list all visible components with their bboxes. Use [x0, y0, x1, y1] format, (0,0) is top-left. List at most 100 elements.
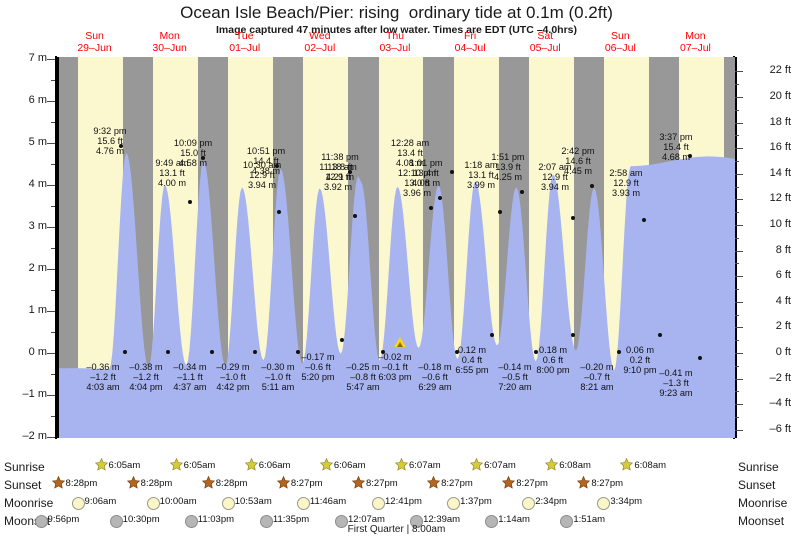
high-tide-label-8: 12:28 am 13.4 ft 4.08 m [384, 138, 436, 169]
right-axis-label-2: 18 ft [769, 115, 791, 128]
right-tick-minor-2 [735, 135, 739, 136]
high-tide-label-9: 1:01 pm 13.4 ft 4.08 m [400, 158, 452, 189]
sunrise-star-5 [469, 457, 484, 471]
right-tick-minor-3 [735, 161, 739, 162]
sunset-time-6: 8:27pm [516, 478, 548, 489]
right-tick-major-11 [735, 353, 743, 354]
high-tide-dot-8 [450, 170, 454, 174]
moonset-time-6: 1:14am [498, 514, 530, 525]
tide-label-line: –0.1 ft [382, 362, 408, 373]
tide-label-line: 3:37 pm [659, 132, 693, 142]
tide-label-line: 13.4 ft [413, 168, 439, 179]
moonrise-disc-3 [296, 497, 310, 510]
day-date: 05–Jul [529, 42, 561, 54]
right-tick-minor-6 [735, 238, 739, 239]
sunrise-time-0: 6:05am [108, 460, 141, 471]
tide-label-line: 8:00 pm [536, 365, 570, 376]
day-weekday: Thu [385, 30, 405, 42]
high-tide-dot-5 [353, 214, 357, 218]
tide-label-line: 4.45 m [563, 166, 593, 177]
left-tick-minor-6 [51, 332, 55, 333]
tide-label-line: 9:10 pm [623, 365, 657, 376]
day-header-1: Mon 30–Jun [128, 30, 212, 54]
tide-label-line: 1:01 pm [409, 158, 443, 168]
tide-label-line: –0.8 ft [350, 372, 376, 383]
left-tick-major-9 [47, 437, 55, 438]
sunset-star-2 [201, 475, 215, 489]
low-tide-label-12: –0.20 m –0.7 ft 8:21 am [571, 362, 623, 393]
day-date: 04–Jul [454, 42, 486, 54]
day-weekday: Mon [685, 30, 706, 42]
tide-label-line: 11:38 pm [321, 152, 359, 162]
high-tide-dot-4 [275, 164, 279, 168]
sunset-time-1: 8:28pm [140, 478, 173, 489]
left-axis-label-5: 2 m [28, 262, 47, 274]
right-axis-label-10: 2 ft [775, 320, 791, 333]
left-tick-major-6 [47, 311, 55, 312]
tide-curve [59, 153, 735, 438]
right-axis-label-9: 4 ft [775, 294, 791, 307]
sunrise-star-4 [394, 457, 409, 471]
day-date: 02–Jul [304, 42, 336, 54]
day-header-7: Sun 06–Jul [578, 30, 662, 54]
moonset-disc-6 [485, 515, 499, 528]
high-tide-label-14: 2:58 am 12.9 ft 3.93 m [600, 168, 652, 199]
tide-label-line: 6:55 pm [455, 365, 489, 376]
moonrise-disc-0 [71, 497, 85, 510]
right-tick-major-5 [735, 199, 743, 200]
tide-label-line: 10:09 pm [173, 138, 213, 148]
high-tide-label-12: 2:07 am 12.9 ft 3.94 m [529, 162, 581, 193]
right-axis-label-6: 10 ft [769, 217, 791, 230]
moonset-disc-4 [335, 515, 348, 528]
low-tide-dot-12 [617, 350, 621, 354]
moonrise-time-5: 1:37pm [460, 496, 492, 507]
moonrise-time-7: 3:34pm [610, 496, 643, 507]
high-tide-dot-11 [520, 190, 524, 194]
tide-label-line: 0.18 m [538, 345, 568, 355]
tide-label-line: 0.6 ft [542, 355, 564, 366]
left-axis-line [55, 56, 57, 439]
tide-label-line: –1.3 ft [663, 378, 689, 389]
tide-label-line: –0.02 m [378, 352, 412, 362]
tide-label-line: 4.68 m [661, 152, 691, 163]
moonset-time-2: 11:03pm [197, 514, 235, 525]
tide-label-line: 9:23 am [659, 388, 693, 399]
low-tide-label-7: –0.02 m –0.1 ft 6:03 pm [369, 352, 421, 383]
moonset-disc-2 [184, 515, 198, 528]
sunset-time-3: 8:27pm [290, 478, 323, 489]
tide-label-line: 4.08 m [411, 178, 441, 189]
left-tick-major-8 [47, 395, 55, 396]
right-tick-major-3 [735, 148, 743, 149]
low-tide-label-1: –0.38 m –1.2 ft 4:04 pm [120, 362, 172, 393]
night-band-4b [423, 57, 436, 438]
high-tide-label-13: 2:42 pm 14.6 ft 4.45 m [552, 146, 604, 177]
left-tick-minor-3 [51, 206, 55, 207]
right-tick-major-10 [735, 327, 743, 328]
day-weekday: Wed [309, 30, 331, 42]
sunset-star-4 [351, 475, 366, 489]
sunrise-time-4: 6:07am [409, 460, 441, 471]
low-tide-label-3: –0.29 m –1.0 ft 4:42 pm [207, 362, 259, 393]
tide-label-line: –0.38 m [129, 362, 163, 372]
right-tick-minor-9 [735, 315, 739, 316]
left-axis-label-6: 1 m [28, 304, 47, 316]
high-tide-dot-6 [348, 170, 352, 174]
moonset-disc-0 [34, 515, 48, 528]
tide-label-line: 5:11 am [261, 382, 295, 393]
tide-label-line: 1:18 am [464, 160, 498, 170]
right-tick-minor-7 [735, 263, 739, 264]
day-date: 07–Jul [679, 42, 711, 54]
tide-chart-plot [57, 57, 737, 438]
low-tide-label-9: 0.12 m 0.4 ft 6:55 pm [446, 345, 498, 376]
right-tick-minor-5 [735, 212, 739, 213]
moonrise-time-1: 10:00am [159, 496, 197, 507]
high-tide-dot-10 [498, 210, 502, 214]
right-axis-label-12: –2 ft [769, 371, 791, 384]
tide-label-line: 4:37 am [173, 382, 207, 393]
tide-label-line: 2:07 am [538, 162, 572, 172]
sunrise-time-2: 6:06am [258, 460, 291, 471]
high-tide-label-15: 3:37 pm 15.4 ft 4.68 m [650, 132, 702, 163]
right-tick-major-8 [735, 276, 743, 277]
low-tide-label-10: –0.14 m –0.5 ft 7:20 am [489, 362, 541, 393]
moonrise-disc-1 [146, 497, 160, 510]
